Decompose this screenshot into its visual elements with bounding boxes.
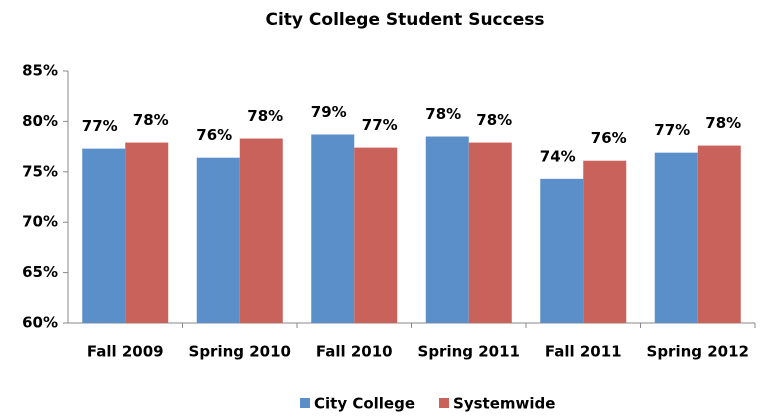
bar [425,136,469,323]
x-tick-label: Fall 2011 [545,343,622,361]
y-tick-label: 75% [22,162,58,180]
bar [697,145,741,323]
value-label: 77% [362,116,398,134]
value-label: 79% [311,103,347,121]
chart-title: City College Student Success [266,10,545,30]
x-tick-label: Spring 2012 [647,343,749,361]
x-tick-label: Spring 2010 [189,343,291,361]
x-tick-label: Fall 2009 [87,343,164,361]
y-tick-label: 85% [22,62,58,80]
y-tick-label: 70% [22,213,58,231]
legend-label: City College [314,395,415,413]
bar [311,134,355,323]
legend-swatch [300,398,310,408]
bar [654,152,698,323]
y-tick-label: 80% [22,112,58,130]
value-label: 77% [82,117,118,135]
value-label: 78% [425,105,461,123]
legend-label: Systemwide [453,395,555,413]
value-label: 77% [654,121,690,139]
bar [354,147,398,323]
bar [540,178,584,323]
y-tick-label: 60% [22,314,58,332]
bar [196,157,240,323]
x-tick-label: Fall 2010 [316,343,393,361]
y-tick-label: 65% [22,263,58,281]
value-label: 78% [705,114,741,132]
bar [239,138,283,323]
value-label: 76% [591,129,627,147]
legend-swatch [439,398,450,408]
value-label: 76% [196,126,232,144]
value-label: 74% [540,147,576,165]
value-label: 78% [133,111,169,129]
bar [125,142,169,323]
bar [468,142,512,323]
value-label: 78% [476,111,512,129]
bar [82,148,126,323]
x-tick-label: Spring 2011 [418,343,520,361]
bar [583,160,627,323]
value-label: 78% [247,107,283,125]
